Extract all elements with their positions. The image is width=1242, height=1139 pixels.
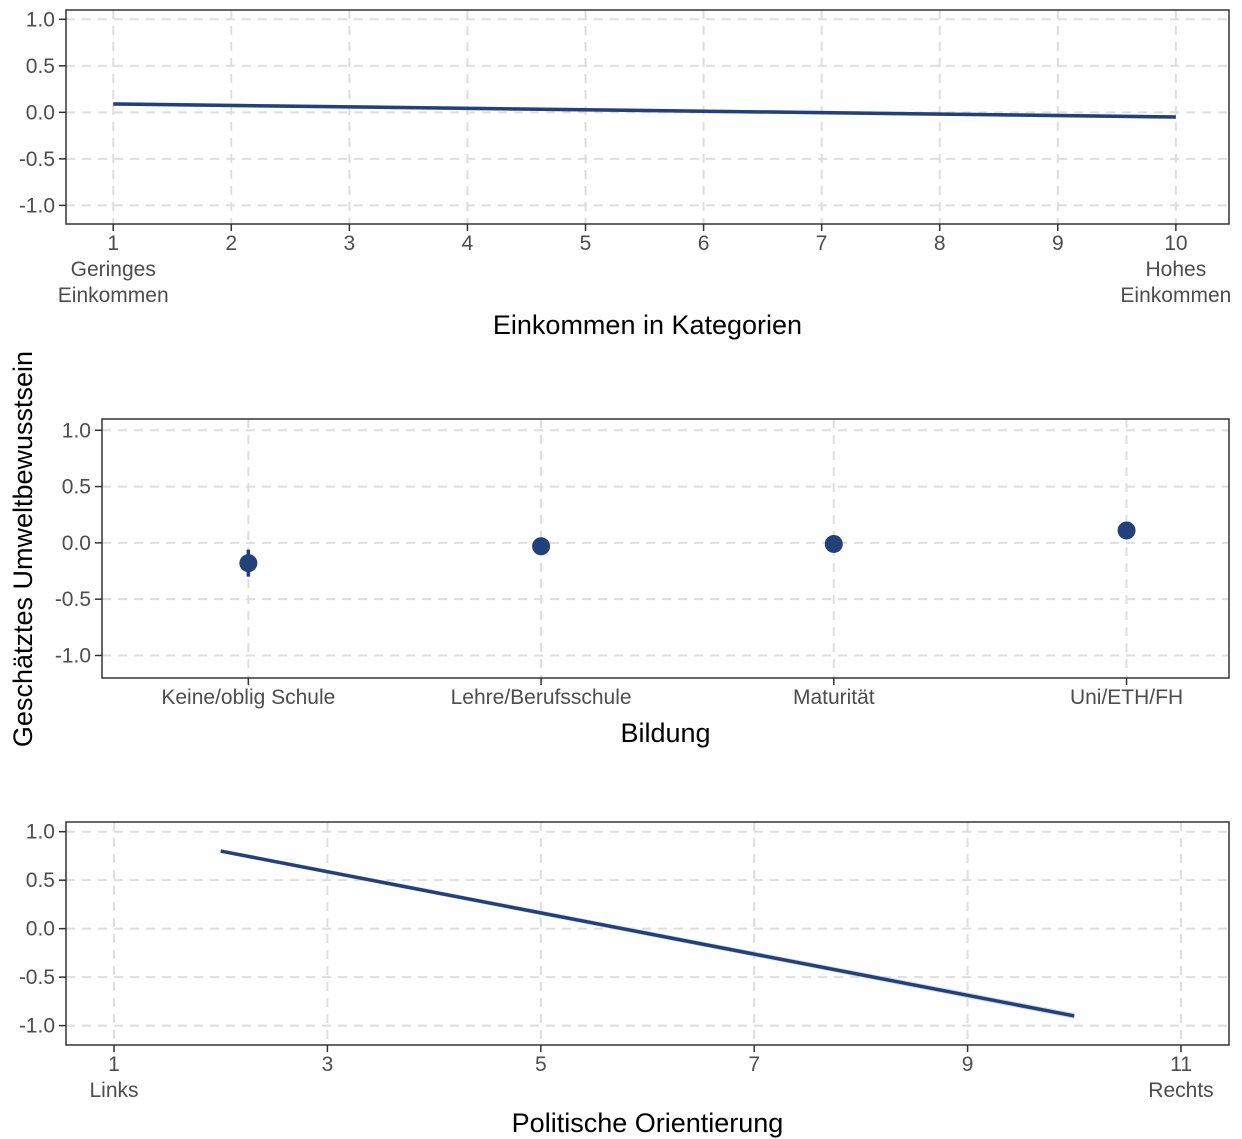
panels: -1.0 -0.5 0.0 0.5 1.0 1 2 3 4 5 6 7 8 9 10 Geringes Eink… (19, 8, 1232, 1138)
panel-1: -1.0 -0.5 0.0 0.5 1.0 1 2 3 4 5 6 7 8 9 10 Geringes Eink… (19, 8, 1232, 340)
x-tick-label: Keine/oblig Schule (161, 686, 335, 709)
x-tick-label: 10 (1164, 232, 1187, 255)
x-tick-sublabel: Hohes (1146, 258, 1207, 281)
x-tick-label: Maturität (793, 686, 875, 709)
y-tick-label: -1.0 (19, 1015, 55, 1038)
y-tick-label: 1.0 (26, 821, 55, 844)
x-tick-label: 2 (225, 232, 237, 255)
x-tick-sublabel: Links (89, 1079, 138, 1102)
data-point (824, 534, 843, 553)
grid-lines (66, 822, 1229, 1045)
x-tick-label: 5 (580, 232, 592, 255)
x-tick-label: Uni/ETH/FH (1070, 686, 1183, 709)
series (113, 102, 1176, 119)
x-tick-label: 5 (535, 1053, 547, 1076)
series (239, 521, 1136, 577)
x-tick-label: 8 (934, 232, 946, 255)
y-tick-label: -1.0 (19, 194, 55, 217)
x-tick-label: 3 (344, 232, 356, 255)
x-axis-title: Politische Orientierung (512, 1108, 784, 1138)
y-tick-label: 0.5 (62, 476, 91, 499)
y-axis-title: Geschätztes Umweltbewusstsein (8, 351, 38, 747)
y-tick-label: 0.5 (26, 55, 55, 78)
x-tick-label: 11 (1170, 1053, 1192, 1076)
x-axis-title: Einkommen in Kategorien (493, 310, 802, 340)
panel-3: -1.0 -0.5 0.0 0.5 1.0 1 3 5 7 9 11 Links Rechts Polit… (19, 821, 1230, 1138)
series-line (113, 102, 1176, 119)
x-tick-label: 6 (698, 232, 710, 255)
x-axis-title: Bildung (620, 718, 710, 748)
y-tick-label: 0.0 (62, 532, 91, 555)
grid-lines (102, 419, 1229, 678)
panel-border (65, 9, 1230, 225)
data-point (239, 554, 258, 573)
x-tick-sublabel: Einkommen (1120, 284, 1231, 307)
x-tick-label: 7 (816, 232, 828, 255)
y-tick-label: -0.5 (19, 966, 55, 989)
panel-border (65, 821, 1230, 1046)
y-tick-label: 0.5 (26, 869, 55, 892)
x-tick-label: 7 (748, 1053, 760, 1076)
x-tick-label: 1 (107, 232, 119, 255)
x-tick-label: 9 (962, 1053, 974, 1076)
y-tick-label: 0.0 (26, 918, 55, 941)
x-tick-label: 9 (1052, 232, 1064, 255)
data-point (1117, 521, 1136, 540)
x-tick-sublabel: Geringes (71, 258, 156, 281)
x-tick-label: 1 (108, 1053, 120, 1076)
x-tick-sublabel: Rechts (1148, 1079, 1213, 1102)
series-line (220, 849, 1075, 1018)
y-tick-label: 1.0 (26, 8, 55, 31)
y-tick-label: -1.0 (55, 644, 91, 667)
data-point (532, 537, 551, 556)
y-tick-label: -0.5 (55, 588, 91, 611)
panel-2: -1.0 -0.5 0.0 0.5 1.0 Keine/oblig Schule Lehre… (55, 418, 1230, 748)
panel-border (101, 418, 1230, 679)
y-tick-label: 0.0 (26, 101, 55, 124)
x-tick-label: Lehre/Berufsschule (451, 686, 632, 709)
x-tick-sublabel: Einkommen (58, 284, 169, 307)
y-tick-label: -0.5 (19, 148, 55, 171)
x-tick-label: 3 (322, 1053, 334, 1076)
y-tick-label: 1.0 (62, 419, 91, 442)
x-tick-label: 4 (462, 232, 474, 255)
series (220, 849, 1075, 1019)
